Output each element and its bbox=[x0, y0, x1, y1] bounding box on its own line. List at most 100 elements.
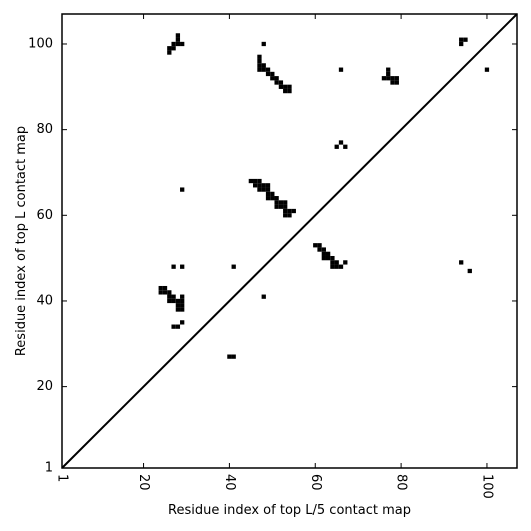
contact-cell bbox=[180, 41, 185, 47]
contact-cell bbox=[265, 187, 271, 192]
x-tick-label: 80 bbox=[394, 474, 409, 491]
y-axis-label: Residue index of top L contact map bbox=[14, 126, 29, 356]
contact-cell bbox=[167, 294, 172, 299]
contact-cell bbox=[325, 255, 331, 261]
plot-frame bbox=[61, 13, 518, 469]
contact-cell bbox=[463, 37, 468, 42]
contact-cell bbox=[283, 208, 288, 214]
contact-cell bbox=[467, 268, 472, 274]
contact-cell bbox=[180, 187, 185, 192]
contact-cell bbox=[167, 298, 172, 304]
contact-cell bbox=[175, 37, 181, 42]
contact-cell bbox=[257, 187, 262, 192]
contact-cell bbox=[265, 191, 271, 197]
contact-cell bbox=[171, 298, 176, 304]
contact-cell bbox=[175, 303, 181, 308]
contact-cell bbox=[386, 67, 391, 72]
contact-cell bbox=[274, 200, 279, 205]
contact-cell bbox=[180, 298, 185, 304]
y-tick-label: 20 bbox=[36, 379, 53, 394]
contact-cell bbox=[171, 41, 176, 47]
contact-cell bbox=[343, 144, 348, 149]
x-tick-label: 60 bbox=[308, 474, 323, 491]
contact-cell bbox=[171, 294, 176, 299]
contact-cell bbox=[283, 200, 288, 205]
contact-cell bbox=[167, 290, 172, 295]
contact-cell bbox=[334, 264, 339, 269]
contact-cell bbox=[257, 58, 262, 64]
contact-cells bbox=[158, 33, 490, 359]
contact-cell bbox=[261, 41, 266, 47]
contact-cell bbox=[270, 76, 275, 81]
contact-cell bbox=[261, 63, 266, 68]
contact-cell bbox=[158, 285, 163, 291]
contact-cell bbox=[287, 84, 292, 89]
contact-cell bbox=[257, 63, 262, 68]
contact-cell bbox=[291, 208, 296, 214]
contact-cell bbox=[287, 208, 292, 214]
x-axis-label: Residue index of top L/5 contact map bbox=[168, 503, 411, 518]
contact-cell bbox=[270, 196, 275, 201]
contact-cell bbox=[175, 33, 181, 38]
contact-cell bbox=[261, 183, 266, 188]
contact-cell bbox=[330, 260, 335, 265]
contact-cell bbox=[180, 307, 185, 312]
contact-cell bbox=[283, 84, 288, 89]
contact-cell bbox=[171, 264, 176, 269]
contact-cell bbox=[287, 88, 292, 94]
contact-cell bbox=[484, 67, 490, 72]
contact-cell bbox=[334, 260, 339, 265]
contact-cell bbox=[317, 247, 322, 252]
contact-cell bbox=[338, 67, 344, 72]
contact-cell bbox=[171, 324, 176, 329]
contact-cell bbox=[459, 37, 464, 42]
contact-cell bbox=[231, 264, 236, 269]
y-tick-label: 1 bbox=[45, 461, 53, 476]
contact-cell bbox=[180, 303, 185, 308]
contact-cell bbox=[381, 76, 387, 81]
contact-cell bbox=[325, 251, 331, 256]
contact-cell bbox=[175, 307, 181, 312]
contact-cell bbox=[180, 264, 185, 269]
contact-cell bbox=[278, 84, 284, 89]
contact-cell bbox=[270, 71, 275, 77]
contact-cell bbox=[278, 200, 284, 205]
contact-cell bbox=[459, 260, 464, 265]
contact-cell bbox=[394, 80, 399, 85]
diagonal-line bbox=[61, 13, 518, 469]
contact-cell bbox=[338, 140, 344, 145]
contact-cell bbox=[175, 324, 181, 329]
y-tick-label: 40 bbox=[36, 293, 53, 308]
contact-cell bbox=[261, 294, 266, 299]
contact-cell bbox=[162, 290, 168, 295]
x-tick-label: 20 bbox=[136, 474, 151, 491]
contact-cell bbox=[158, 290, 163, 295]
contact-cell bbox=[283, 213, 288, 218]
contact-cell bbox=[274, 76, 279, 81]
contact-cell bbox=[231, 354, 236, 359]
contact-cell bbox=[167, 50, 172, 55]
x-tick-label: 40 bbox=[222, 474, 237, 491]
contact-cell bbox=[265, 71, 271, 77]
contact-cell bbox=[330, 255, 335, 261]
contact-cell bbox=[317, 243, 322, 248]
contact-cell bbox=[274, 196, 279, 201]
contact-cell bbox=[386, 76, 391, 81]
contact-cell bbox=[162, 285, 168, 291]
contact-cell bbox=[261, 67, 266, 72]
contact-cell bbox=[338, 264, 344, 269]
contact-cell bbox=[180, 320, 185, 325]
x-tick-label: 1 bbox=[55, 474, 70, 482]
contact-cell bbox=[261, 187, 266, 192]
contact-cell bbox=[274, 80, 279, 85]
contact-cell bbox=[330, 264, 335, 269]
contact-cell bbox=[386, 71, 391, 77]
contact-cell bbox=[175, 41, 181, 47]
contact-cell bbox=[321, 247, 326, 252]
contact-cell bbox=[257, 183, 262, 188]
contact-cell bbox=[274, 204, 279, 209]
contact-cell bbox=[265, 67, 271, 72]
